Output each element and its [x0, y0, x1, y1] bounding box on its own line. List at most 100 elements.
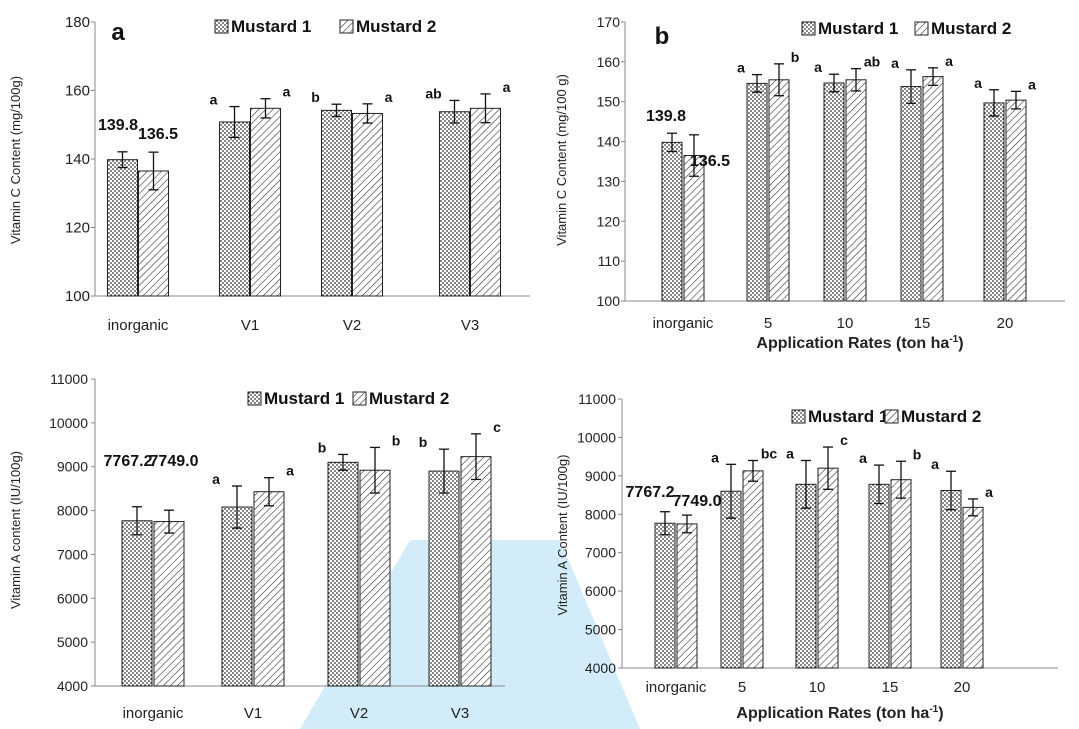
- x-tick-label: V1: [241, 317, 259, 334]
- significance-letter: b: [311, 89, 320, 105]
- y-tick-label: 160: [65, 83, 90, 100]
- significance-letter: a: [974, 75, 982, 91]
- data-label: 7767.2: [104, 453, 153, 470]
- y-tick-label: 10000: [49, 415, 88, 431]
- data-label: 136.5: [138, 126, 178, 143]
- data-label: 139.8: [98, 117, 138, 134]
- y-tick-label: 8000: [585, 506, 616, 522]
- legend-swatch-mustard-1: [791, 409, 806, 424]
- x-tick-label: 5: [764, 315, 772, 332]
- significance-letter: bc: [761, 445, 778, 461]
- significance-letter: ab: [425, 85, 441, 101]
- y-tick-label: 100: [597, 293, 621, 309]
- y-tick-label: 110: [598, 253, 621, 269]
- y-tick-label: 9000: [585, 468, 616, 484]
- significance-letter: ab: [864, 54, 880, 70]
- bar: [428, 470, 460, 687]
- bar: [742, 470, 764, 669]
- x-tick-label: 10: [837, 315, 854, 332]
- significance-letter: a: [286, 463, 294, 479]
- y-tick-label: 170: [597, 14, 621, 30]
- y-tick-label: 7000: [57, 546, 88, 562]
- data-label: 7749.0: [150, 453, 199, 470]
- significance-letter: b: [913, 446, 922, 462]
- x-tick-label: V3: [451, 705, 469, 722]
- bar: [795, 483, 817, 669]
- bar: [676, 523, 698, 669]
- legend-label: Mustard 1: [818, 19, 898, 38]
- bar: [352, 112, 383, 297]
- significance-letter: b: [318, 439, 327, 455]
- significance-letter: a: [711, 449, 719, 465]
- bar: [121, 520, 153, 687]
- x-tick-label: 15: [882, 679, 899, 696]
- panel-label: b: [655, 23, 670, 50]
- legend-label: Mustard 2: [356, 17, 436, 36]
- x-tick-label: 20: [954, 679, 971, 696]
- y-axis-label: Vitamin A Content (IU/100g): [555, 455, 570, 616]
- bar: [253, 491, 285, 687]
- x-tick-label: V3: [461, 317, 479, 334]
- legend-swatch-mustard-2: [339, 19, 354, 34]
- y-axis-label: Vitamin C Content (mg/100g): [8, 76, 23, 244]
- data-label: 139.8: [646, 108, 686, 125]
- significance-letter: a: [931, 456, 939, 472]
- significance-letter: c: [840, 432, 848, 448]
- significance-letter: a: [503, 79, 511, 95]
- bar: [359, 469, 391, 687]
- significance-letter: a: [212, 471, 220, 487]
- panel-label: a: [111, 19, 125, 46]
- y-tick-label: 7000: [585, 545, 616, 561]
- legend-swatch-mustard-2: [352, 391, 367, 406]
- y-tick-label: 4000: [585, 660, 616, 676]
- significance-letter: a: [786, 445, 794, 461]
- y-tick-label: 4000: [57, 678, 88, 694]
- legend-label: Mustard 1: [264, 389, 344, 408]
- y-tick-label: 5000: [585, 622, 616, 638]
- significance-letter: a: [814, 59, 822, 75]
- y-tick-label: 180: [65, 14, 90, 31]
- significance-letter: a: [1028, 76, 1036, 92]
- significance-letter: a: [859, 450, 867, 466]
- significance-letter: a: [283, 84, 291, 100]
- legend-label: Mustard 2: [931, 19, 1011, 38]
- x-tick-label: inorganic: [123, 705, 184, 722]
- legend-label: Mustard 1: [231, 17, 311, 36]
- y-tick-label: 10000: [577, 429, 616, 445]
- bar: [153, 521, 185, 687]
- x-tick-label: inorganic: [646, 679, 707, 696]
- x-tick-label: 15: [914, 315, 931, 332]
- data-label: 7767.2: [626, 484, 675, 501]
- x-tick-label: V2: [343, 317, 361, 334]
- x-tick-label: 10: [809, 679, 826, 696]
- bar: [219, 121, 250, 297]
- x-tick-label: V2: [350, 705, 368, 722]
- data-label: 136.5: [690, 153, 730, 170]
- significance-letter: b: [791, 49, 800, 65]
- significance-letter: a: [945, 53, 953, 69]
- y-axis-label: Vitamin A content (IU/100g): [8, 451, 23, 609]
- bar: [817, 467, 839, 669]
- y-tick-label: 160: [597, 54, 621, 70]
- data-label: 7749.0: [673, 493, 722, 510]
- x-axis-label: Application Rates (ton ha-1): [736, 704, 943, 722]
- significance-letter: a: [891, 55, 899, 71]
- y-axis-label: Vitamin C Content (mg/100 g): [554, 74, 569, 246]
- x-tick-label: inorganic: [108, 317, 169, 334]
- y-tick-label: 100: [65, 288, 90, 305]
- legend-label: Mustard 2: [901, 407, 981, 426]
- y-tick-label: 6000: [57, 590, 88, 606]
- legend-swatch-mustard-1: [801, 21, 816, 36]
- x-tick-label: 5: [738, 679, 746, 696]
- bar: [868, 483, 890, 669]
- bar: [138, 170, 169, 297]
- y-tick-label: 11000: [50, 371, 88, 387]
- significance-letter: a: [737, 60, 745, 76]
- bar: [107, 159, 138, 297]
- bar: [250, 107, 281, 297]
- bar: [654, 522, 676, 669]
- x-tick-label: V1: [244, 705, 262, 722]
